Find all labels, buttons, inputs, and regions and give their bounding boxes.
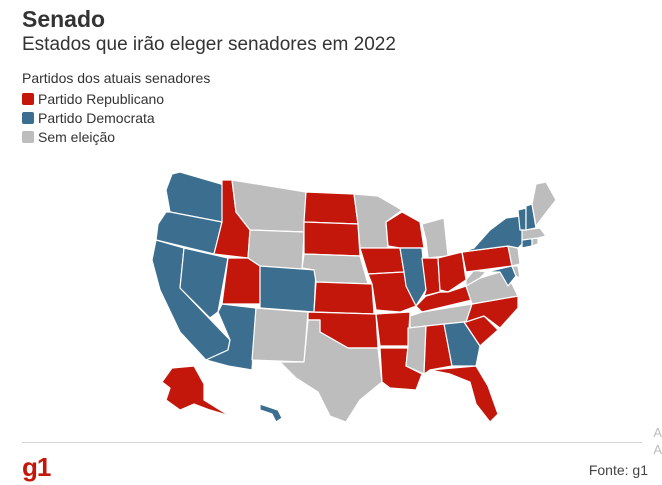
state-ME[interactable]	[531, 181, 557, 227]
state-NY[interactable]	[461, 215, 525, 253]
state-MA[interactable]	[521, 227, 547, 241]
legend-item-republican: Partido Republicano	[22, 89, 210, 108]
state-FL[interactable]	[429, 365, 499, 423]
watermark-line-1: A	[653, 425, 662, 440]
state-TX[interactable]	[279, 319, 383, 423]
legend-item-no-election: Sem eleição	[22, 127, 210, 146]
state-WI[interactable]	[385, 211, 425, 249]
us-states-map	[151, 171, 557, 423]
legend-swatch-republican	[22, 92, 34, 105]
state-MS[interactable]	[405, 325, 427, 375]
state-SD[interactable]	[303, 221, 361, 257]
source-credit: Fonte: g1	[588, 462, 648, 478]
legend-item-democrat: Partido Democrata	[22, 108, 210, 127]
state-MD[interactable]	[485, 265, 517, 287]
state-NH[interactable]	[525, 203, 537, 231]
g1-logo: g1	[22, 452, 51, 482]
footer-divider	[22, 442, 642, 443]
state-OH[interactable]	[437, 251, 467, 293]
watermark-line-2: A	[653, 441, 662, 457]
state-KS[interactable]	[313, 281, 375, 315]
state-KY[interactable]	[415, 285, 473, 313]
state-NV[interactable]	[179, 247, 229, 319]
state-CO[interactable]	[259, 265, 317, 313]
state-AL[interactable]	[423, 323, 453, 375]
state-IA[interactable]	[359, 247, 405, 275]
page-subtitle: Estados que irão eleger senadores em 202…	[22, 34, 396, 55]
legend-title: Partidos dos atuais senadores	[22, 70, 211, 86]
legend-label-no-election: Sem eleição	[38, 128, 116, 145]
state-HI[interactable]	[259, 403, 283, 423]
legend-label-republican: Partido Republicano	[38, 90, 165, 107]
state-DE[interactable]	[511, 265, 521, 279]
state-AZ[interactable]	[205, 303, 257, 371]
legend-label-democrat: Partido Democrata	[38, 109, 155, 126]
legend-swatch-no-election	[22, 130, 34, 143]
legend: Partidos dos atuais senadores Partido Re…	[22, 70, 210, 146]
state-VT[interactable]	[517, 207, 527, 231]
state-NM[interactable]	[251, 307, 309, 363]
legend-swatch-democrat	[22, 111, 34, 124]
state-AR[interactable]	[375, 311, 411, 347]
watermark-text: A A	[653, 425, 662, 459]
state-ND[interactable]	[303, 191, 359, 225]
state-AK[interactable]	[161, 365, 231, 417]
page-title: Senado	[22, 6, 106, 32]
state-UT[interactable]	[221, 257, 261, 305]
state-MI[interactable]	[421, 217, 449, 259]
